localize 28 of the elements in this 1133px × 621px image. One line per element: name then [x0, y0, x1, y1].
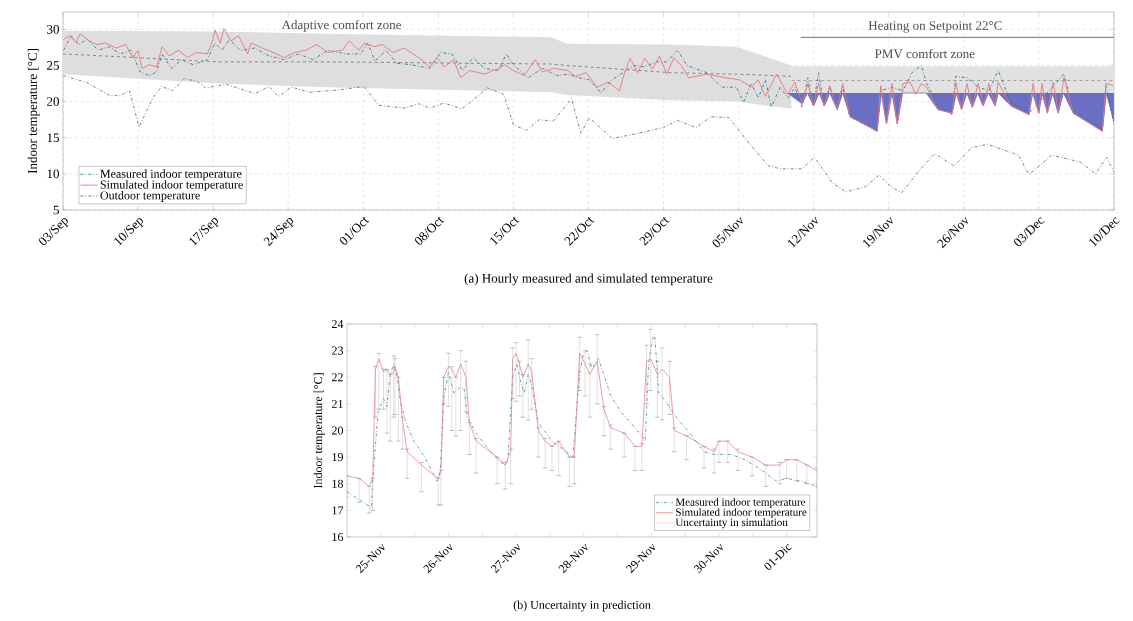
y-tick-label: 18 — [332, 479, 344, 488]
y-tick-label: 25 — [47, 61, 59, 70]
y-tick-label: 19 — [332, 453, 343, 462]
y-tick-label: 10 — [47, 169, 59, 179]
legend-label: Measured indoor temperature — [675, 498, 806, 508]
legend-label: Measured indoor temperature — [100, 169, 242, 181]
y-axis-title: Indoor temperature [°C] — [313, 373, 325, 489]
y-tick-label: 21 — [332, 399, 343, 408]
y-tick-label: 16 — [332, 532, 344, 542]
text: (b) Uncertainty in prediction — [513, 600, 651, 612]
y-tick-label: 15 — [47, 133, 59, 143]
y-tick-label: 23 — [332, 346, 344, 355]
text: (a) Hourly measured and simulated temperature — [464, 273, 713, 286]
annotation: Heating on Setpoint 22°C — [868, 21, 1002, 33]
annotation: Uncertainty in simulation — [675, 518, 788, 529]
y-tick-label: 30 — [47, 24, 59, 34]
y-tick-label: 20 — [47, 97, 59, 106]
y-tick-label: 22 — [332, 373, 343, 382]
y-tick-label: 24 — [332, 320, 344, 328]
y-axis-title: Indoor temperature [°C] — [27, 49, 40, 174]
legend-label: Outdoor temperature — [100, 191, 200, 202]
annotation: Adaptive comfort zone — [281, 19, 401, 32]
y-tick-label: 5 — [53, 205, 59, 215]
legend-label: Simulated indoor temperature — [100, 180, 243, 192]
y-tick-label: 17 — [332, 506, 344, 515]
annotation: PMV comfort zone — [874, 48, 975, 59]
legend-label: Simulated indoor temperature — [676, 508, 807, 519]
y-tick-label: 20 — [332, 426, 344, 435]
